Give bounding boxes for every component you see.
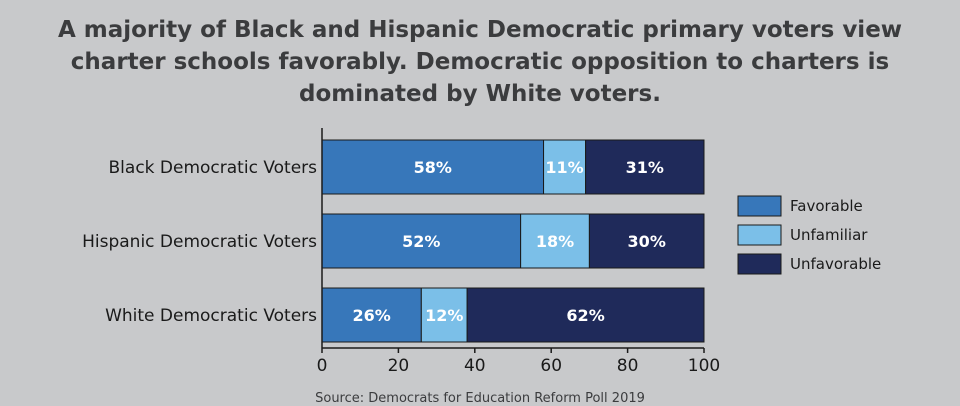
data-label: 31%: [626, 158, 664, 177]
x-tick-label: 0: [317, 356, 328, 376]
x-tick-label: 20: [388, 356, 410, 376]
data-label: 58%: [414, 158, 452, 177]
category-label: Black Democratic Voters: [109, 158, 318, 178]
legend-swatch: [737, 253, 782, 275]
data-label: 18%: [536, 232, 574, 251]
bar-segment: [520, 213, 590, 269]
category-label: Hispanic Democratic Voters: [82, 232, 317, 252]
legend-label: Unfamiliar: [790, 226, 868, 244]
legend-swatch: [737, 195, 782, 217]
x-tick-label: 100: [688, 356, 720, 376]
data-label: 11%: [545, 158, 583, 177]
bar-segment: [585, 139, 705, 195]
bar-segment: [321, 213, 522, 269]
bar-segment: [321, 287, 422, 343]
legend-label: Favorable: [790, 197, 863, 215]
chart-title: A majority of Black and Hispanic Democra…: [30, 14, 930, 110]
data-label: 26%: [353, 306, 391, 325]
bar-segment: [543, 139, 587, 195]
chart-title-line-3: dominated by White voters.: [299, 81, 661, 107]
data-label: 30%: [628, 232, 666, 251]
data-label: 62%: [566, 306, 604, 325]
legend-label: Unfavorable: [790, 255, 881, 273]
data-label: 12%: [425, 306, 463, 325]
x-tick-label: 40: [464, 356, 486, 376]
bar-segment: [466, 287, 705, 343]
bar-segment: [588, 213, 705, 269]
chart-title-line-1: A majority of Black and Hispanic Democra…: [57, 17, 903, 43]
bar-segment: [420, 287, 468, 343]
category-label: White Democratic Voters: [105, 306, 317, 326]
legend-swatch: [737, 224, 782, 246]
data-label: 52%: [402, 232, 440, 251]
x-tick-label: 80: [617, 356, 639, 376]
x-tick-label: 60: [540, 356, 562, 376]
source-note: Source: Democrats for Education Reform P…: [315, 391, 645, 406]
chart-title-line-2: charter schools favorably. Democratic op…: [70, 49, 890, 75]
